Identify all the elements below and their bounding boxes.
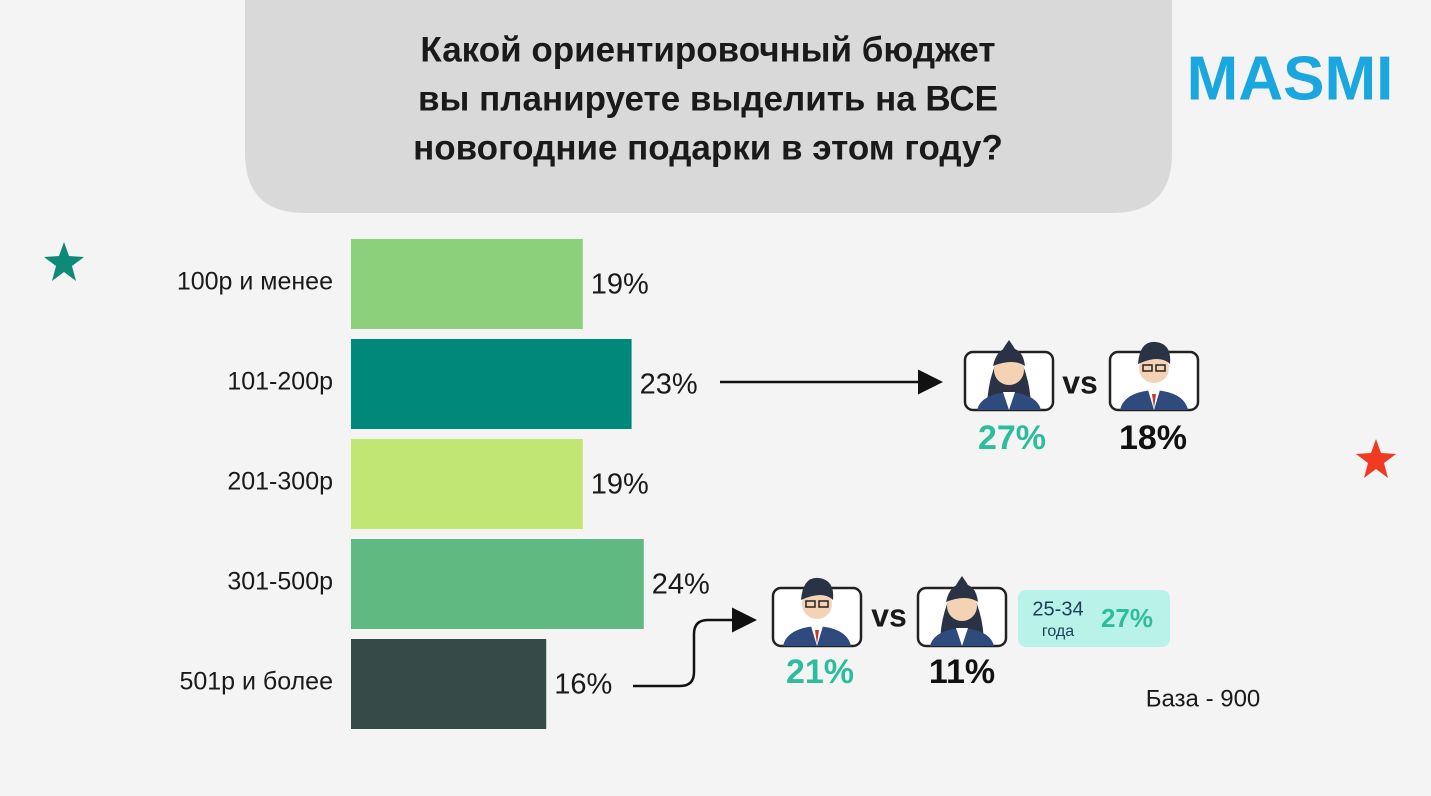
value-label: 24% [652,569,710,601]
chart-title: Какой ориентировочный бюджет [420,30,995,69]
woman-icon [963,338,1055,412]
chart-title: новогодние подарки в этом году? [413,128,1003,167]
bar [351,439,583,529]
comparison-value: 11% [929,653,995,691]
segment-value: 27% [1101,603,1153,633]
bar [351,339,632,429]
footnote: База - 900 [1146,685,1261,712]
bar [351,239,583,329]
chart-title: вы планируете выделить на ВСЕ [418,79,998,118]
title-box [245,0,1172,213]
segment-label: 25-34 [1032,598,1083,620]
vs-label: vs [1062,364,1098,400]
bar [351,639,547,729]
arrow [633,607,757,688]
bar [351,539,644,629]
comparison-value: 27% [978,419,1046,457]
category-label: 100р и менее [177,268,333,296]
logo: MASMI [1187,44,1394,113]
segment-box [1018,590,1170,647]
value-label: 16% [554,669,612,701]
value-label: 23% [640,369,698,401]
star-decoration [1356,439,1396,478]
comparison-value: 18% [1119,419,1187,457]
man-icon [771,576,863,648]
value-label: 19% [591,469,649,501]
category-label: 101-200р [227,368,333,396]
comparison-value: 21% [786,653,854,691]
value-label: 19% [591,269,649,301]
category-label: 301-500р [227,568,333,596]
category-label: 501р и более [179,668,333,696]
star-decoration [44,242,84,281]
category-label: 201-300р [227,468,333,496]
segment-label: года [1042,623,1074,640]
woman-icon [916,574,1008,648]
man-icon [1108,340,1200,412]
vs-label: vs [871,597,907,633]
